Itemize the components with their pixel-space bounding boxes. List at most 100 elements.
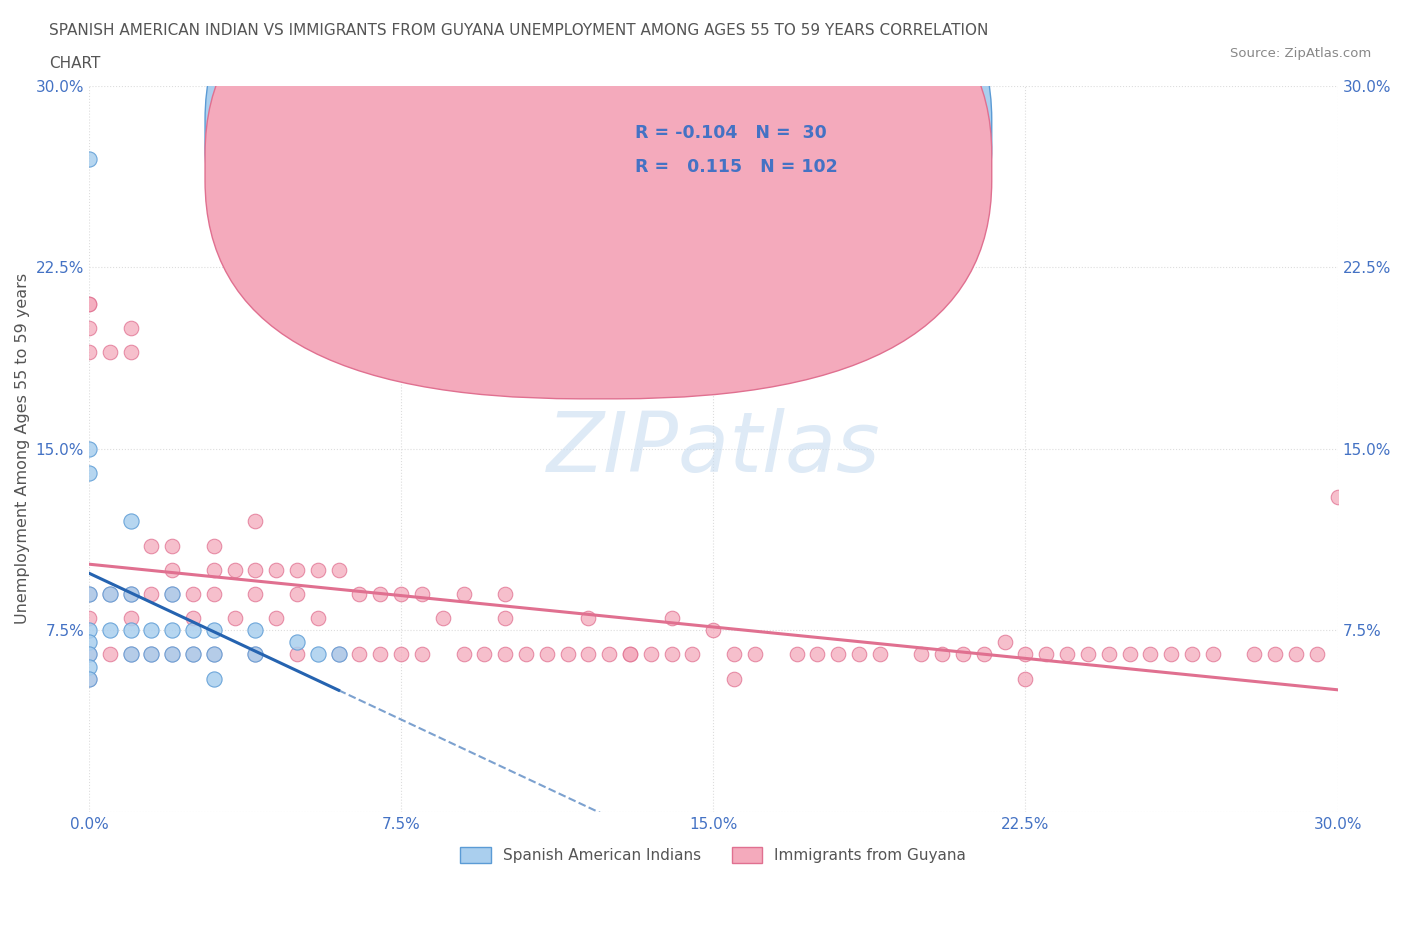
Point (307, 563, 329, 578)
Point (494, 647, 516, 662)
Text: ZIPatlas: ZIPatlas (547, 408, 880, 489)
Point (1056, 647, 1078, 662)
Point (285, 563, 308, 578)
Point (264, 611, 287, 626)
Point (931, 647, 953, 662)
Y-axis label: Unemployment Among Ages 55 to 59 years: Unemployment Among Ages 55 to 59 years (15, 273, 30, 624)
Point (702, 623, 724, 638)
Point (98, 587, 121, 602)
Point (1035, 647, 1057, 662)
Point (1243, 647, 1265, 662)
Point (77, 587, 100, 602)
Point (120, 514, 142, 529)
Point (806, 647, 828, 662)
Point (77, 466, 100, 481)
Point (98, 587, 121, 602)
Point (160, 563, 183, 578)
Point (77, 345, 100, 360)
Point (827, 647, 849, 662)
Text: R =   0.115   N = 102: R = 0.115 N = 102 (634, 158, 838, 177)
Point (994, 635, 1017, 650)
Point (120, 611, 142, 626)
Point (869, 647, 891, 662)
Point (202, 647, 225, 662)
Text: SPANISH AMERICAN INDIAN VS IMMIGRANTS FROM GUYANA UNEMPLOYMENT AMONG AGES 55 TO : SPANISH AMERICAN INDIAN VS IMMIGRANTS FR… (49, 23, 988, 38)
Point (1014, 647, 1036, 662)
Point (1326, 490, 1348, 505)
Point (181, 587, 204, 602)
Point (77, 647, 100, 662)
Point (1098, 647, 1121, 662)
Point (77, 671, 100, 686)
Text: Source: ZipAtlas.com: Source: ZipAtlas.com (1230, 46, 1371, 60)
Point (120, 321, 142, 336)
Point (181, 623, 204, 638)
Point (389, 587, 412, 602)
Point (160, 587, 183, 602)
Point (328, 647, 350, 662)
Point (285, 647, 308, 662)
Point (77, 635, 100, 650)
Point (77, 623, 100, 638)
FancyBboxPatch shape (205, 0, 991, 365)
Point (141, 623, 163, 638)
Point (619, 647, 641, 662)
Point (640, 647, 662, 662)
Point (77, 297, 100, 312)
Point (77, 321, 100, 336)
Point (77, 587, 100, 602)
Point (557, 647, 579, 662)
Point (160, 647, 183, 662)
Point (1118, 647, 1140, 662)
Point (661, 611, 683, 626)
Point (202, 538, 225, 553)
Point (682, 647, 704, 662)
Point (744, 647, 766, 662)
Point (120, 587, 142, 602)
Point (349, 587, 371, 602)
Point (77, 297, 100, 312)
Point (202, 647, 225, 662)
Point (160, 623, 183, 638)
Point (1285, 647, 1308, 662)
Point (307, 611, 329, 626)
Point (973, 647, 995, 662)
Point (848, 647, 870, 662)
Point (202, 587, 225, 602)
Point (202, 671, 225, 686)
Point (1160, 647, 1182, 662)
Point (472, 647, 495, 662)
Point (120, 647, 142, 662)
Point (515, 647, 537, 662)
Point (202, 623, 225, 638)
Point (1014, 671, 1036, 686)
Point (285, 587, 308, 602)
Text: CHART: CHART (49, 56, 101, 71)
Point (1181, 647, 1204, 662)
Point (411, 587, 433, 602)
Point (98, 623, 121, 638)
Point (141, 538, 163, 553)
FancyBboxPatch shape (205, 0, 991, 399)
Point (910, 647, 932, 662)
Point (598, 647, 620, 662)
Point (98, 647, 121, 662)
Point (98, 345, 121, 360)
Point (1202, 647, 1225, 662)
Point (723, 647, 745, 662)
Point (576, 611, 599, 626)
Point (120, 623, 142, 638)
Point (389, 647, 412, 662)
Point (77, 442, 100, 457)
Legend: Spanish American Indians, Immigrants from Guyana: Spanish American Indians, Immigrants fro… (454, 841, 973, 870)
Point (224, 611, 246, 626)
Point (141, 647, 163, 662)
Point (245, 647, 267, 662)
Point (160, 538, 183, 553)
Point (202, 563, 225, 578)
Point (120, 587, 142, 602)
Point (453, 647, 475, 662)
Point (328, 563, 350, 578)
Point (245, 587, 267, 602)
Point (432, 611, 454, 626)
